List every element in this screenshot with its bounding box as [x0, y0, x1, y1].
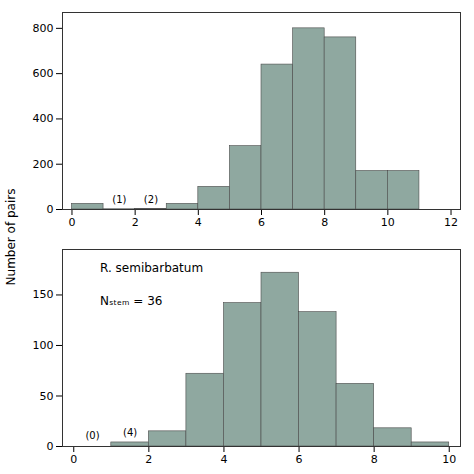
svg-text:4: 4: [195, 216, 202, 229]
svg-text:R. semibarbatum: R. semibarbatum: [100, 261, 203, 275]
svg-text:50: 50: [40, 390, 54, 403]
svg-text:(0): (0): [85, 430, 99, 441]
svg-text:12: 12: [444, 216, 458, 229]
svg-text:10: 10: [442, 453, 456, 466]
svg-text:8: 8: [321, 216, 328, 229]
svg-text:(2): (2): [144, 194, 158, 205]
svg-text:6: 6: [258, 216, 265, 229]
svg-text:400: 400: [33, 112, 54, 125]
svg-text:150: 150: [33, 288, 54, 301]
svg-text:0: 0: [68, 216, 75, 229]
svg-text:0: 0: [47, 203, 54, 216]
svg-text:0: 0: [70, 453, 77, 466]
svg-text:(1): (1): [112, 194, 126, 205]
svg-text:4: 4: [220, 453, 227, 466]
svg-text:10: 10: [381, 216, 395, 229]
svg-text:(4): (4): [123, 427, 137, 438]
svg-text:200: 200: [33, 158, 54, 171]
svg-text:800: 800: [33, 22, 54, 35]
svg-text:2: 2: [145, 453, 152, 466]
svg-text:8: 8: [371, 453, 378, 466]
svg-text:6: 6: [296, 453, 303, 466]
svg-text:2: 2: [132, 216, 139, 229]
html-text:Number of pairs: Number of pairs: [4, 188, 18, 286]
svg-text:600: 600: [33, 67, 54, 80]
svg-text:Nₛₜₑₘ = 36: Nₛₜₑₘ = 36: [100, 294, 162, 308]
svg-text:0: 0: [47, 440, 54, 453]
svg-text:100: 100: [33, 339, 54, 352]
